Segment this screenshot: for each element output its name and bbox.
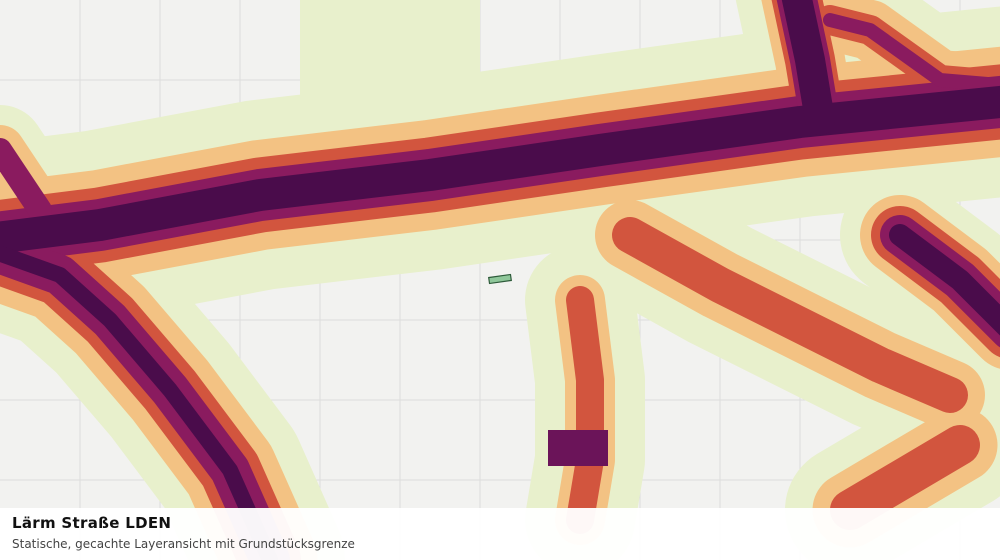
noise-band xyxy=(580,300,590,520)
noise-patch xyxy=(300,0,480,120)
caption-subtitle: Statische, gecachte Layeransicht mit Gru… xyxy=(12,537,355,551)
noise-patch xyxy=(548,430,608,466)
parcel-boundary xyxy=(488,273,512,285)
caption-title: Lärm Straße LDEN xyxy=(12,514,172,532)
caption: Lärm Straße LDEN Statische, gecachte Lay… xyxy=(0,508,1000,560)
